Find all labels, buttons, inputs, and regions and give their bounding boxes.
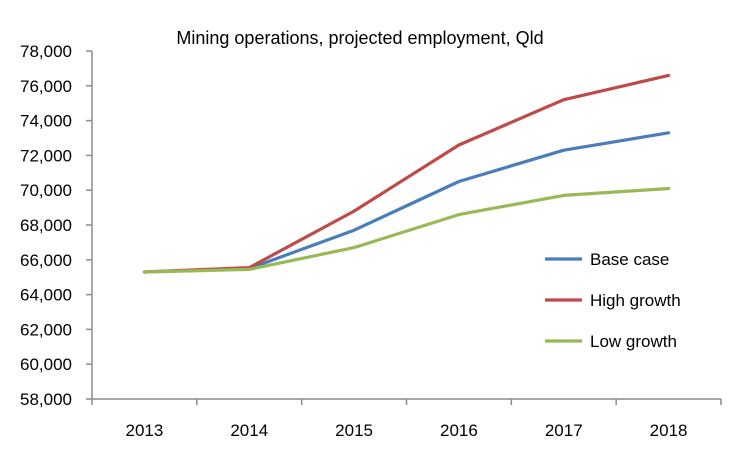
y-tick-label: 62,000 <box>20 320 72 339</box>
series-line-high-growth <box>142 73 671 274</box>
y-tick-label: 78,000 <box>20 42 72 61</box>
x-tick-label: 2015 <box>335 421 373 440</box>
legend-label: High growth <box>590 291 681 310</box>
y-tick-label: 70,000 <box>20 181 72 200</box>
x-tick-label: 2017 <box>545 421 583 440</box>
y-tick-label: 76,000 <box>20 77 72 96</box>
y-tick-label: 60,000 <box>20 355 72 374</box>
x-axis: 2013 2014 2015 2016 2017 2018 <box>91 398 722 440</box>
x-tick-label: 2016 <box>440 421 478 440</box>
series-line-low-growth <box>142 186 671 274</box>
series-lines <box>142 73 671 274</box>
y-tick-label: 74,000 <box>20 112 72 131</box>
legend-item: Base case <box>545 250 669 269</box>
chart-title: Mining operations, projected employment,… <box>176 28 543 48</box>
y-axis: 58,000 60,000 62,000 64,000 66,000 68,000 70,0… <box>20 42 93 409</box>
y-tick-label: 68,000 <box>20 216 72 235</box>
x-tick-label: 2014 <box>230 421 268 440</box>
y-tick-label: 58,000 <box>20 390 72 409</box>
legend-item: High growth <box>545 291 681 310</box>
x-tick-label: 2013 <box>126 421 164 440</box>
y-tick-label: 64,000 <box>20 286 72 305</box>
legend-item: Low growth <box>545 332 677 351</box>
legend-label: Low growth <box>590 332 677 351</box>
legend: Base case High growth Low growth <box>545 250 681 351</box>
legend-label: Base case <box>590 250 669 269</box>
x-tick-label: 2018 <box>650 421 688 440</box>
y-tick-label: 66,000 <box>20 251 72 270</box>
y-tick-label: 72,000 <box>20 146 72 165</box>
